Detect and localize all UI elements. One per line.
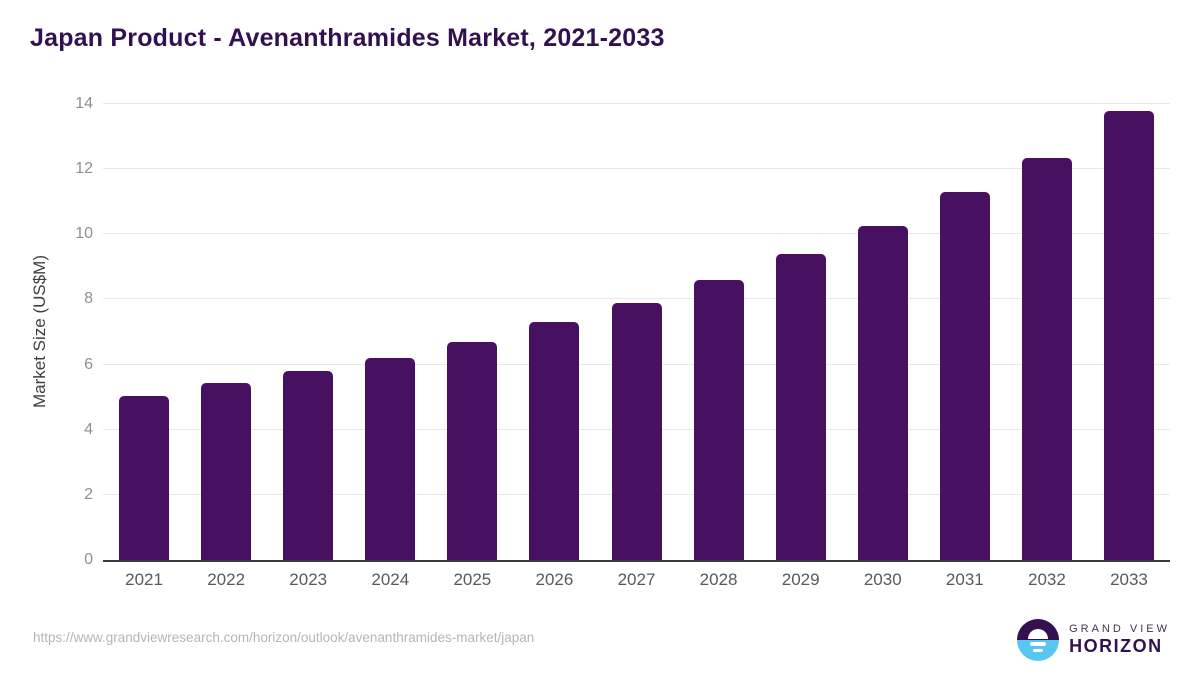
- y-tick-label: 14: [75, 95, 93, 112]
- y-tick-label: 12: [75, 160, 93, 178]
- sun-reflection-bar: [1033, 649, 1044, 652]
- bar-2033: [1103, 110, 1154, 560]
- bar-2031: [939, 191, 990, 560]
- bar-slot: [513, 104, 595, 560]
- bar-slot: [842, 104, 924, 560]
- x-tick-label: 2023: [289, 570, 328, 589]
- y-tick-label: 8: [84, 290, 93, 308]
- bar-slot: [1006, 104, 1088, 560]
- bar-slot: [1088, 104, 1170, 560]
- bar-slot: [678, 104, 760, 560]
- x-tick-label: 2022: [207, 570, 246, 589]
- bar-slot: [103, 104, 185, 560]
- x-tick-label: 2021: [125, 570, 163, 589]
- bar-slot: [760, 104, 842, 560]
- gridline: [103, 103, 1170, 104]
- gridline: [103, 233, 1170, 235]
- bar-slot: [185, 104, 267, 560]
- logo-line1: GRAND VIEW: [1069, 623, 1170, 635]
- logo-line2: HORIZON: [1069, 636, 1163, 656]
- bar-slot: [431, 104, 513, 560]
- x-tick-label: 2024: [371, 570, 410, 589]
- bar-2030: [857, 226, 908, 560]
- gridline: [103, 298, 1170, 300]
- x-tick-label: 2028: [699, 570, 738, 589]
- x-tick-label: 2029: [781, 570, 820, 589]
- y-tick-label: 2: [84, 485, 93, 503]
- y-tick-label: 6: [84, 355, 93, 373]
- bar-2028: [693, 279, 744, 560]
- bar-2022: [201, 382, 252, 560]
- bar-2021: [119, 395, 170, 560]
- plot-area: 0 2 4 6 8 10 12 14: [75, 96, 1170, 568]
- x-tick-label: 2031: [945, 570, 984, 589]
- bar-slot: [595, 104, 677, 560]
- chart-title: Japan Product - Avenanthramides Market, …: [30, 24, 665, 52]
- bar-2026: [529, 322, 580, 560]
- horizon-sun-icon: [1017, 619, 1060, 661]
- bar-2027: [611, 302, 662, 560]
- grand-view-horizon-logo: GRAND VIEW HORIZON: [1017, 619, 1170, 661]
- x-tick-label: 2030: [863, 570, 902, 589]
- x-tick-label: 2027: [617, 570, 656, 589]
- y-tick-label: 10: [75, 225, 93, 243]
- bar-2023: [283, 371, 334, 560]
- y-tick-label: 0: [84, 551, 93, 568]
- sun-reflection-bar: [1030, 642, 1047, 646]
- bar-slot: [267, 104, 349, 560]
- bar-2032: [1021, 157, 1072, 560]
- bar-2024: [365, 358, 416, 560]
- x-tick-label: 2025: [453, 570, 492, 589]
- y-axis-title: Market Size (US$M): [28, 104, 52, 560]
- x-tick-label: 2033: [1110, 570, 1148, 589]
- y-axis-title-text: Market Size (US$M): [30, 255, 49, 409]
- logo-wordmark: GRAND VIEW HORIZON: [1069, 623, 1170, 657]
- x-axis-labels: 2021 2022 2023 2024 2025 2026 2027 2028 2029 2030…: [103, 570, 1170, 590]
- bars-container: [103, 104, 1170, 560]
- bar-slot: [349, 104, 431, 560]
- bar-2029: [775, 253, 826, 560]
- source-url: https://www.grandviewresearch.com/horizo…: [33, 630, 535, 645]
- x-tick-label: 2032: [1027, 570, 1066, 589]
- gridline: [103, 168, 1170, 170]
- y-tick-label: 4: [84, 420, 93, 438]
- x-tick-label: 2026: [535, 570, 574, 589]
- sun-shape: [1028, 629, 1049, 639]
- bar-slot: [924, 104, 1006, 560]
- bar-2025: [447, 341, 498, 560]
